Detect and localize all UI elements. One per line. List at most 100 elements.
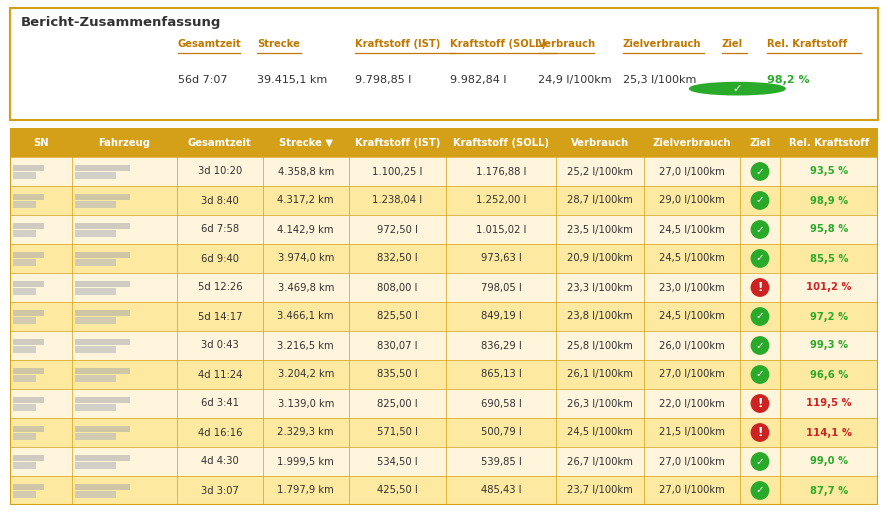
Text: 93,5 %: 93,5 % (810, 167, 848, 176)
Circle shape (751, 308, 769, 325)
Bar (10, 215, 878, 244)
Bar (10, 128, 878, 157)
Text: 114,1 %: 114,1 % (806, 427, 852, 438)
Text: 26,7 l/100km: 26,7 l/100km (567, 457, 633, 466)
Text: 3.139,0 km: 3.139,0 km (278, 399, 334, 408)
Text: 6d 7:58: 6d 7:58 (201, 225, 239, 234)
Text: ✓: ✓ (756, 195, 765, 206)
Text: 1.015,02 l: 1.015,02 l (476, 225, 527, 234)
Bar (13, 165, 44, 171)
Bar (13, 397, 44, 403)
Bar (75, 230, 116, 237)
Text: 98,2 %: 98,2 % (767, 75, 810, 85)
Text: 99,0 %: 99,0 % (810, 457, 848, 466)
Text: 25,8 l/100km: 25,8 l/100km (567, 341, 633, 350)
Text: Gesamtzeit: Gesamtzeit (178, 40, 242, 49)
Text: 6d 9:40: 6d 9:40 (201, 253, 239, 264)
Text: 3.216,5 km: 3.216,5 km (277, 341, 334, 350)
Text: 56d 7:07: 56d 7:07 (178, 75, 227, 85)
Text: 27,0 l/100km: 27,0 l/100km (659, 369, 725, 380)
Bar (13, 230, 36, 237)
Text: 825,00 l: 825,00 l (377, 399, 418, 408)
Text: 22,0 l/100km: 22,0 l/100km (659, 399, 725, 408)
Text: 825,50 l: 825,50 l (377, 311, 418, 322)
Text: Strecke: Strecke (258, 40, 300, 49)
Bar (10, 186, 878, 215)
Bar (75, 201, 116, 208)
Bar (13, 223, 44, 229)
Bar (10, 157, 878, 186)
Bar (75, 194, 130, 200)
Text: Rel. Kraftstoff: Rel. Kraftstoff (789, 137, 869, 148)
Text: 98,9 %: 98,9 % (810, 195, 848, 206)
Bar (75, 455, 130, 461)
Bar (75, 368, 130, 374)
Bar (75, 491, 116, 498)
Text: Verbrauch: Verbrauch (571, 137, 630, 148)
Text: Zielverbrauch: Zielverbrauch (622, 40, 702, 49)
Text: 24,5 l/100km: 24,5 l/100km (659, 225, 725, 234)
Bar (13, 317, 36, 324)
Text: 5d 14:17: 5d 14:17 (198, 311, 242, 322)
Circle shape (751, 337, 769, 354)
Bar (13, 339, 44, 345)
Text: 26,1 l/100km: 26,1 l/100km (567, 369, 633, 380)
Bar (13, 172, 36, 179)
Text: 3d 0:43: 3d 0:43 (201, 341, 239, 350)
Text: 9.798,85 l: 9.798,85 l (355, 75, 412, 85)
Bar (13, 346, 36, 353)
Text: 849,19 l: 849,19 l (481, 311, 521, 322)
Text: 99,3 %: 99,3 % (810, 341, 848, 350)
Text: 500,79 l: 500,79 l (481, 427, 521, 438)
Text: 5d 12:26: 5d 12:26 (197, 283, 242, 292)
Text: 1.100,25 l: 1.100,25 l (372, 167, 423, 176)
Bar (13, 288, 36, 295)
Circle shape (690, 83, 785, 95)
Text: 865,13 l: 865,13 l (481, 369, 521, 380)
Bar (13, 310, 44, 316)
Text: 26,0 l/100km: 26,0 l/100km (659, 341, 725, 350)
Text: 23,3 l/100km: 23,3 l/100km (567, 283, 633, 292)
Text: 96,6 %: 96,6 % (810, 369, 848, 380)
Text: Strecke ▼: Strecke ▼ (279, 137, 333, 148)
Text: 25,2 l/100km: 25,2 l/100km (567, 167, 633, 176)
Text: Zielverbrauch: Zielverbrauch (653, 137, 731, 148)
Bar (10, 273, 878, 302)
Bar (10, 389, 878, 418)
Text: ✓: ✓ (756, 341, 765, 350)
Text: 6d 3:41: 6d 3:41 (201, 399, 239, 408)
Text: ✓: ✓ (756, 311, 765, 322)
Text: SN: SN (33, 137, 49, 148)
Circle shape (751, 482, 769, 499)
Bar (13, 484, 44, 490)
Text: 4.358,8 km: 4.358,8 km (278, 167, 334, 176)
Text: 21,5 l/100km: 21,5 l/100km (659, 427, 725, 438)
Text: 27,0 l/100km: 27,0 l/100km (659, 457, 725, 466)
Text: !: ! (757, 426, 763, 439)
Text: Verbrauch: Verbrauch (538, 40, 596, 49)
Text: ✓: ✓ (756, 167, 765, 176)
Text: 973,63 l: 973,63 l (481, 253, 521, 264)
Text: 26,3 l/100km: 26,3 l/100km (567, 399, 633, 408)
Text: 3.469,8 km: 3.469,8 km (278, 283, 334, 292)
Bar (13, 433, 36, 440)
Text: 39.415,1 km: 39.415,1 km (258, 75, 328, 85)
Text: 830,07 l: 830,07 l (377, 341, 417, 350)
Text: 1.797,9 km: 1.797,9 km (277, 485, 334, 496)
Bar (10, 418, 878, 447)
Bar (75, 426, 130, 432)
Bar (13, 201, 36, 208)
Text: 972,50 l: 972,50 l (377, 225, 418, 234)
Text: 1.252,00 l: 1.252,00 l (476, 195, 527, 206)
FancyBboxPatch shape (10, 8, 878, 120)
Text: 534,50 l: 534,50 l (377, 457, 418, 466)
Text: 119,5 %: 119,5 % (806, 399, 852, 408)
Circle shape (751, 366, 769, 383)
Bar (13, 426, 44, 432)
Bar (10, 447, 878, 476)
Bar (75, 288, 116, 295)
Bar (10, 302, 878, 331)
Text: 485,43 l: 485,43 l (481, 485, 521, 496)
Text: 798,05 l: 798,05 l (481, 283, 521, 292)
Bar (10, 331, 878, 360)
